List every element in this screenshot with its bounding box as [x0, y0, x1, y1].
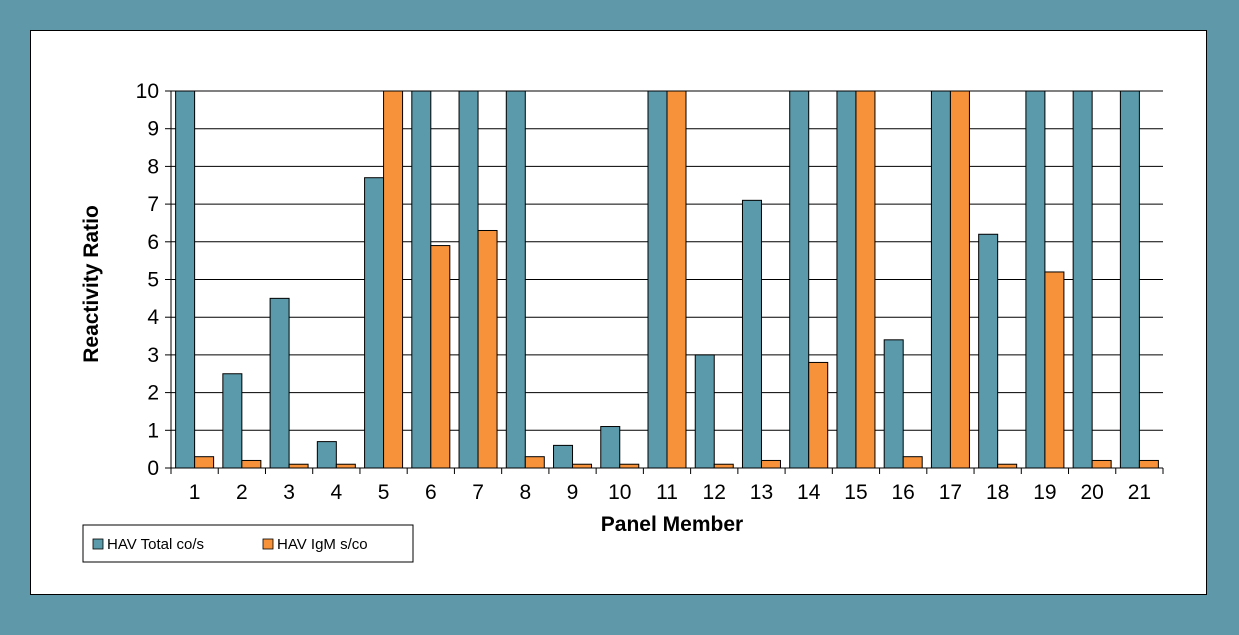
bar-hav-igm	[335, 463, 356, 469]
bar-hav-igm	[949, 90, 970, 469]
legend-box	[82, 524, 414, 563]
bar-hav-total	[694, 354, 715, 469]
bar-hav-igm	[713, 463, 734, 469]
x-tick-label: 14	[797, 481, 821, 504]
bar-hav-igm	[383, 90, 404, 469]
y-axis-title: Reactivity Ratio	[80, 205, 103, 363]
x-tick-label: 3	[283, 481, 295, 504]
bar-hav-igm	[1091, 459, 1112, 469]
bar-hav-igm	[241, 459, 262, 469]
bar-hav-igm	[572, 463, 593, 469]
y-tick-labels: 0 1 2 3 4 5 6 7 8 9 10	[136, 80, 160, 480]
y-tick-label: 8	[147, 155, 159, 178]
x-tick-label: 16	[892, 481, 915, 504]
x-tick-label: 1	[189, 481, 201, 504]
y-tick-label: 5	[147, 269, 159, 292]
x-tick-label: 5	[378, 481, 390, 504]
bar-hav-igm	[855, 90, 876, 469]
legend-swatch-igm	[262, 538, 274, 550]
bar-hav-igm	[619, 463, 640, 469]
x-tick-label: 10	[608, 481, 631, 504]
x-tick-label: 12	[703, 481, 726, 504]
bar-hav-igm	[902, 456, 923, 469]
bar-hav-total	[1072, 90, 1093, 469]
y-tick-label: 3	[147, 344, 159, 367]
chart-panel: 0 1 2 3 4 5 6 7 8 9 10 1 2 3 4 5 6 7 8 9 10 11 12 13 14 15 16 17 18…	[30, 30, 1207, 595]
bar-hav-total	[600, 426, 621, 469]
x-tick-label: 13	[750, 481, 773, 504]
x-axis-title: Panel Member	[601, 513, 743, 536]
bar-hav-igm	[808, 361, 829, 469]
bar-hav-total	[411, 90, 432, 469]
bar-hav-igm	[477, 229, 498, 469]
bar-hav-total	[1025, 90, 1046, 469]
x-tick-label: 21	[1128, 481, 1151, 504]
bar-hav-total	[789, 90, 810, 469]
bar-hav-total	[553, 444, 574, 469]
bar-hav-igm	[288, 463, 309, 469]
x-tick-label: 7	[472, 481, 484, 504]
x-tick-label: 15	[844, 481, 867, 504]
legend-label-igm: HAV IgM s/co	[277, 536, 368, 553]
bar-hav-igm	[1138, 459, 1159, 469]
y-tick-label: 2	[147, 382, 159, 405]
bar-hav-total	[741, 199, 762, 469]
bar-hav-igm	[524, 456, 545, 469]
bar-hav-total	[505, 90, 526, 469]
x-tick-label: 11	[656, 481, 678, 504]
bar-hav-total	[930, 90, 951, 469]
x-tick-label: 17	[939, 481, 962, 504]
bar-hav-total	[364, 177, 385, 469]
x-tick-label: 8	[519, 481, 531, 504]
bar-hav-igm	[430, 245, 451, 469]
bar-hav-total	[458, 90, 479, 469]
bar-hav-igm	[194, 456, 215, 469]
bar-hav-igm	[666, 90, 687, 469]
bar-hav-total	[222, 373, 243, 469]
x-tick-label: 20	[1080, 481, 1103, 504]
legend-label-total: HAV Total co/s	[107, 536, 204, 553]
y-tick-label: 0	[147, 457, 159, 480]
bar-hav-total	[316, 441, 337, 469]
y-tick-label: 7	[147, 193, 159, 216]
y-tick-label: 1	[147, 419, 159, 442]
bar-hav-igm	[997, 463, 1018, 469]
y-tick-label: 6	[147, 231, 159, 254]
x-tick-labels: 1 2 3 4 5 6 7 8 9 10 11 12 13 14 15 16 17 18 19 20 21	[189, 481, 1151, 504]
bar-hav-total	[978, 233, 999, 469]
x-tick-label: 4	[330, 481, 342, 504]
bar-hav-total	[1119, 90, 1140, 469]
bar-hav-igm	[760, 459, 781, 469]
y-tick-label: 9	[147, 118, 159, 141]
bar-hav-total	[647, 90, 668, 469]
x-tick-label: 6	[425, 481, 437, 504]
bar-hav-total	[269, 297, 290, 469]
x-tick-label: 2	[236, 481, 248, 504]
bar-hav-total	[883, 339, 904, 469]
bar-hav-total	[175, 90, 196, 469]
axes	[170, 91, 1164, 474]
bar-hav-igm	[1044, 271, 1065, 469]
legend: HAV Total co/s HAV IgM s/co	[82, 524, 414, 563]
legend-swatch-total	[92, 538, 104, 550]
x-tick-label: 19	[1033, 481, 1056, 504]
bar-hav-total	[836, 90, 857, 469]
y-tick-label: 10	[136, 80, 159, 103]
x-tick-label: 9	[567, 481, 579, 504]
y-tick-label: 4	[147, 306, 159, 329]
x-tick-label: 18	[986, 481, 1009, 504]
bars	[175, 90, 1159, 469]
